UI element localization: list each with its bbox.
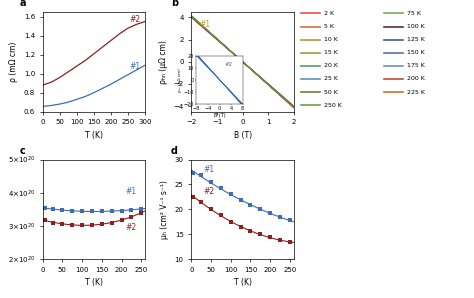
Text: #1: #1 (129, 62, 140, 71)
Y-axis label: ρₕₙ (μΩ cm): ρₕₙ (μΩ cm) (159, 40, 168, 84)
Text: 125 K: 125 K (407, 37, 425, 42)
X-axis label: T (K): T (K) (85, 278, 103, 288)
Text: 25 K: 25 K (324, 77, 338, 81)
Y-axis label: nₕ (cm⁻³): nₕ (cm⁻³) (0, 192, 2, 227)
Text: 200 K: 200 K (407, 77, 425, 81)
Text: #2: #2 (204, 187, 215, 196)
Text: 10 K: 10 K (324, 37, 337, 42)
Text: d: d (171, 145, 178, 156)
Y-axis label: ρ (mΩ cm): ρ (mΩ cm) (9, 42, 18, 82)
Y-axis label: μₕ (cm² V⁻¹ s⁻¹): μₕ (cm² V⁻¹ s⁻¹) (160, 180, 169, 239)
Text: #1: #1 (126, 187, 137, 196)
Text: 175 K: 175 K (407, 63, 425, 68)
Text: 20 K: 20 K (324, 63, 338, 68)
Text: 5 K: 5 K (324, 24, 334, 29)
Text: 225 K: 225 K (407, 90, 425, 94)
X-axis label: T (K): T (K) (85, 131, 103, 140)
Text: a: a (20, 0, 27, 8)
Text: 15 K: 15 K (324, 50, 337, 55)
Text: 2 K: 2 K (324, 11, 334, 16)
Text: 100 K: 100 K (407, 24, 424, 29)
Text: b: b (171, 0, 178, 8)
Text: c: c (20, 145, 26, 156)
Text: #2: #2 (129, 15, 140, 24)
Text: 150 K: 150 K (407, 50, 424, 55)
Text: #2: #2 (126, 223, 137, 232)
Text: 50 K: 50 K (324, 90, 337, 94)
Text: #1: #1 (200, 20, 210, 29)
X-axis label: T (K): T (K) (234, 278, 252, 288)
Text: #1: #1 (204, 165, 215, 174)
X-axis label: B (T): B (T) (234, 131, 252, 140)
Text: 250 K: 250 K (324, 103, 342, 108)
Text: 75 K: 75 K (407, 11, 421, 16)
